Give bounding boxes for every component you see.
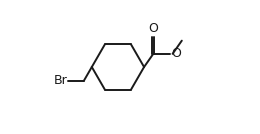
Text: O: O [148, 22, 158, 35]
Text: O: O [171, 47, 181, 60]
Text: Br: Br [54, 74, 68, 87]
